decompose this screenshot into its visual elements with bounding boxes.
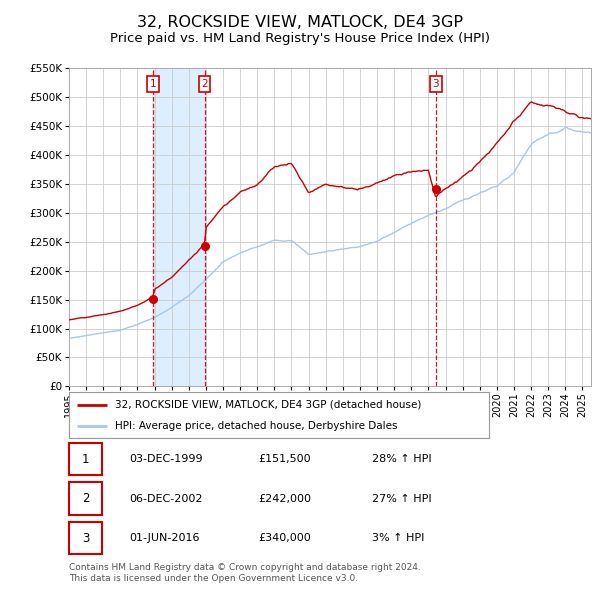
Text: 27% ↑ HPI: 27% ↑ HPI — [372, 494, 431, 503]
Bar — [153, 68, 205, 386]
Text: £340,000: £340,000 — [258, 533, 311, 543]
Text: Price paid vs. HM Land Registry's House Price Index (HPI): Price paid vs. HM Land Registry's House … — [110, 32, 490, 45]
Text: 2: 2 — [82, 492, 89, 505]
Text: Contains HM Land Registry data © Crown copyright and database right 2024.
This d: Contains HM Land Registry data © Crown c… — [69, 563, 421, 583]
Text: 32, ROCKSIDE VIEW, MATLOCK, DE4 3GP (detached house): 32, ROCKSIDE VIEW, MATLOCK, DE4 3GP (det… — [115, 399, 422, 409]
Text: 3% ↑ HPI: 3% ↑ HPI — [372, 533, 424, 543]
Text: £151,500: £151,500 — [258, 454, 311, 464]
Text: 32, ROCKSIDE VIEW, MATLOCK, DE4 3GP: 32, ROCKSIDE VIEW, MATLOCK, DE4 3GP — [137, 15, 463, 30]
Text: 1: 1 — [82, 453, 89, 466]
Text: 1: 1 — [150, 79, 157, 89]
Text: £242,000: £242,000 — [258, 494, 311, 503]
Text: 03-DEC-1999: 03-DEC-1999 — [129, 454, 203, 464]
Text: HPI: Average price, detached house, Derbyshire Dales: HPI: Average price, detached house, Derb… — [115, 421, 398, 431]
Text: 2: 2 — [201, 79, 208, 89]
Text: 3: 3 — [432, 79, 439, 89]
Text: 01-JUN-2016: 01-JUN-2016 — [129, 533, 199, 543]
Text: 06-DEC-2002: 06-DEC-2002 — [129, 494, 203, 503]
Text: 28% ↑ HPI: 28% ↑ HPI — [372, 454, 431, 464]
Text: 3: 3 — [82, 532, 89, 545]
